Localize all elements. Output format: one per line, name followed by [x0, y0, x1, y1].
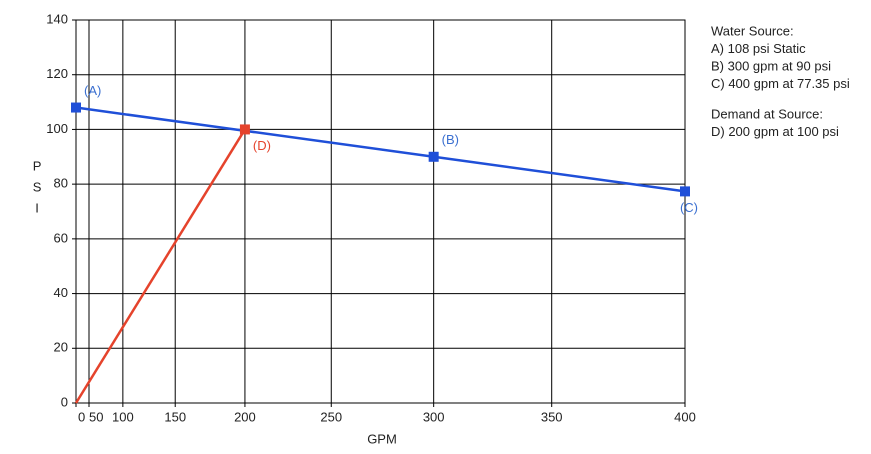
series-line	[75, 106, 686, 193]
x-tick-label: 300	[423, 409, 445, 424]
y-axis-label: PSI	[30, 159, 45, 222]
point-label: (C)	[680, 200, 698, 215]
x-tick-label: 400	[674, 409, 696, 424]
y-tick-label: 0	[61, 394, 68, 409]
point-marker	[71, 102, 81, 113]
y-tick-label: 20	[54, 340, 68, 355]
y-tick-label: 60	[54, 230, 68, 245]
y-tick-label: 120	[46, 66, 68, 81]
x-tick-label: 150	[164, 409, 186, 424]
y-tick-label: 140	[46, 11, 68, 26]
note-text: D) 200 gpm at 100 psi	[711, 124, 839, 139]
note-text: Water Source:	[711, 23, 794, 38]
point-marker	[680, 186, 690, 197]
point-label: (A)	[84, 83, 101, 98]
x-tick-label: 250	[320, 409, 342, 424]
x-axis-label: GPM	[367, 431, 397, 446]
point-marker	[428, 151, 439, 162]
x-tick-label: 50	[89, 409, 103, 424]
point-label: (D)	[253, 138, 271, 153]
note-text: A) 108 psi Static	[711, 41, 806, 56]
series-line	[74, 128, 246, 404]
y-tick-label: 40	[54, 285, 68, 300]
y-tick-label: 100	[46, 121, 68, 136]
note-text: C) 400 gpm at 77.35 psi	[711, 76, 850, 91]
x-tick-label: 350	[541, 409, 563, 424]
point-marker	[239, 124, 250, 135]
x-tick-label: 0	[78, 409, 85, 424]
x-tick-label: 100	[112, 409, 134, 424]
note-text: Demand at Source:	[711, 106, 823, 121]
note-text: B) 300 gpm at 90 psi	[711, 58, 831, 73]
plot-frame	[75, 19, 686, 404]
point-label: (B)	[442, 132, 459, 147]
x-tick-label: 200	[234, 409, 256, 424]
y-tick-label: 80	[54, 176, 68, 191]
